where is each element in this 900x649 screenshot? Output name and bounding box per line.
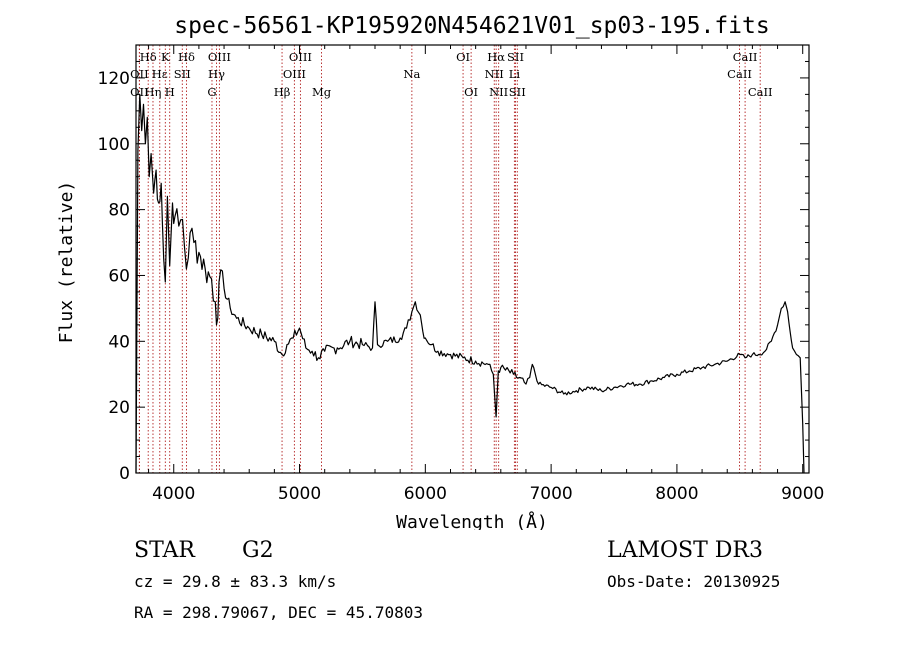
spectral-line-label: CaII [727, 67, 752, 81]
spectral-line-label: Hγ [208, 67, 225, 81]
spectral-line-label: OIII [289, 50, 312, 64]
object-class: STAR [134, 538, 195, 563]
spectral-line-label: Li [509, 67, 521, 81]
plot-frame [135, 44, 810, 474]
spectral-line-label: Hη [145, 85, 162, 99]
spectral-line-label: Mg [312, 85, 332, 99]
y-axis-label: Flux (relative) [56, 181, 77, 344]
x-tick-label: 4000 [152, 484, 195, 504]
spectral-line-label: SII [507, 50, 524, 64]
spectral-line-label: OIII [283, 67, 306, 81]
y-tick-label: 20 [108, 398, 130, 418]
x-tick-label: 9000 [781, 484, 824, 504]
spectral-line-label: SII [509, 85, 526, 99]
object-subclass: G2 [242, 538, 274, 563]
spectral-line-label: H [165, 85, 175, 99]
x-tick-label: 6000 [404, 484, 447, 504]
chart-title: spec-56561-KP195920N454621V01_sp03-195.f… [174, 13, 769, 39]
sky-coordinates: RA = 298.79067, DEC = 45.70803 [134, 603, 423, 622]
x-tick-label: 8000 [655, 484, 698, 504]
spectrum-chart: spec-56561-KP195920N454621V01_sp03-195.f… [56, 13, 824, 530]
spectral-line-label: SII [174, 67, 191, 81]
spectral-line-label: Hβ [274, 85, 291, 99]
spectral-line-label: Hα [487, 50, 505, 64]
survey-name: LAMOST DR3 [607, 538, 763, 563]
spectral-line-label: NII [485, 67, 504, 81]
spectral-line-label: OI [456, 50, 470, 64]
x-axis-label: Wavelength (Å) [396, 511, 548, 530]
spectral-line-label: G [207, 85, 216, 99]
spectral-line-label: CaII [733, 50, 758, 64]
x-tick-label: 5000 [278, 484, 321, 504]
spectral-line-label: K [161, 50, 170, 64]
y-tick-label: 0 [119, 464, 130, 484]
spectral-line-label: OII [130, 67, 149, 81]
spectral-line-label: NII [489, 85, 508, 99]
axis-ticks: 4000 5000 6000 7000 8000 9000 0 20 40 60 80 100 120 [98, 45, 824, 504]
y-tick-label: 100 [98, 135, 130, 155]
redshift-velocity: cz = 29.8 ± 83.3 km/s [134, 572, 337, 591]
y-tick-label: 80 [108, 201, 130, 221]
spectral-line-label: Hδ [140, 50, 157, 64]
spectral-line-label: Hδ [178, 50, 195, 64]
y-tick-label: 120 [98, 69, 130, 89]
spectral-line-label: OIII [208, 50, 231, 64]
spectral-line-label: OI [464, 85, 478, 99]
spectral-line-markers [138, 45, 761, 473]
spectral-line-label: CaII [748, 85, 773, 99]
x-tick-label: 7000 [529, 484, 572, 504]
y-tick-label: 60 [108, 266, 130, 286]
observation-date: Obs-Date: 20130925 [607, 572, 781, 591]
spectral-line-label: Hε [152, 67, 168, 81]
spectral-line-label: Na [403, 67, 420, 81]
y-tick-label: 40 [108, 332, 130, 352]
spectrum-line [135, 93, 805, 474]
spectral-line-label: OII [130, 85, 149, 99]
